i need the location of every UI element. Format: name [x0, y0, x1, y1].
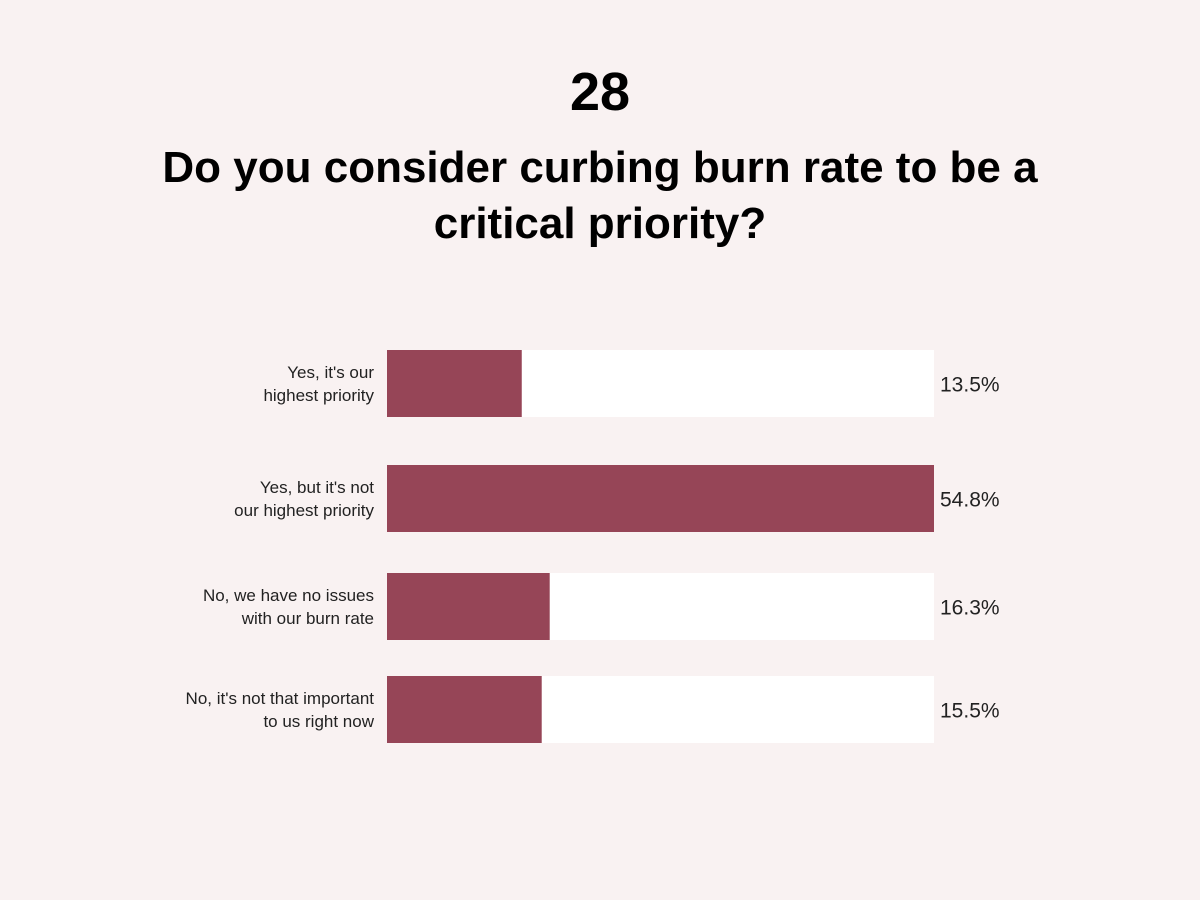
category-label: Yes, it's our highest priority: [263, 363, 374, 405]
category-label-line: highest priority: [263, 386, 374, 405]
category-label-line: No, it's not that important: [186, 689, 375, 708]
bar: [387, 676, 542, 743]
category-label-line: to us right now: [263, 712, 374, 731]
category-label-line: Yes, it's our: [287, 363, 374, 382]
category-label: Yes, but it's not our highest priority: [234, 478, 374, 520]
bar: [387, 573, 550, 640]
category-label-line: our highest priority: [234, 501, 374, 520]
category-label-line: with our burn rate: [241, 609, 374, 628]
value-label: 13.5%: [940, 374, 1000, 397]
category-label-line: Yes, but it's not: [260, 478, 374, 497]
category-label: No, we have no issues with our burn rate: [203, 586, 374, 628]
value-label: 15.5%: [940, 700, 1000, 723]
category-label-line: No, we have no issues: [203, 586, 374, 605]
value-label: 54.8%: [940, 489, 1000, 512]
chart-title: Do you consider curbing burn rate to be …: [162, 143, 1038, 248]
chart-number: 28: [569, 62, 631, 122]
category-label: No, it's not that important to us right n…: [186, 689, 375, 731]
bar: [387, 350, 522, 417]
value-label: 16.3%: [940, 597, 1000, 620]
bar: [387, 465, 934, 532]
